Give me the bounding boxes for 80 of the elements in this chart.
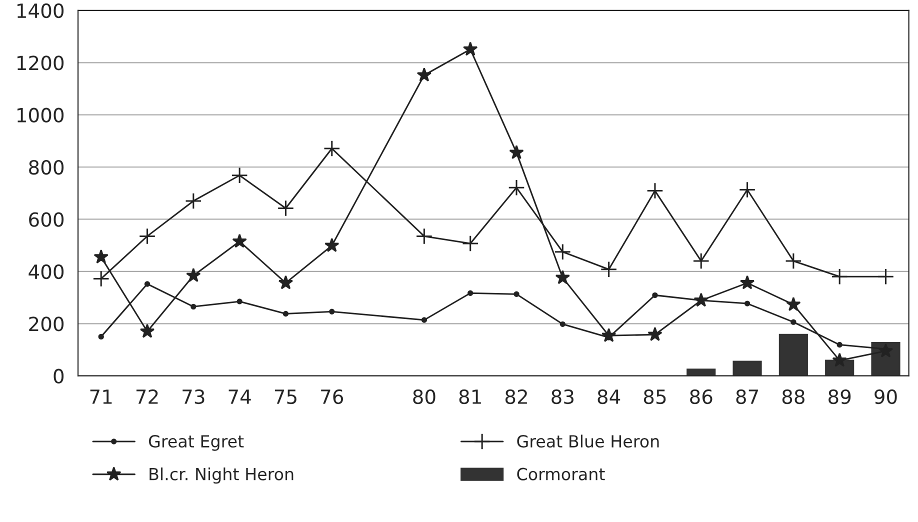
point xyxy=(744,300,750,306)
y-tick-label: 1000 xyxy=(17,108,64,123)
point xyxy=(94,249,108,264)
y-tick-label: 400 xyxy=(28,264,64,280)
x-tick-label: 80 xyxy=(413,389,436,404)
point xyxy=(600,260,618,278)
point xyxy=(692,252,710,270)
x-tick-label: 87 xyxy=(736,389,758,404)
legend-label: Great Blue Heron xyxy=(517,434,659,448)
bar xyxy=(686,368,716,376)
point xyxy=(186,268,201,282)
point xyxy=(421,317,428,323)
point xyxy=(236,298,242,304)
point xyxy=(831,268,848,286)
point xyxy=(740,275,755,290)
x-tick-label: 81 xyxy=(459,389,481,404)
point xyxy=(92,270,110,288)
point xyxy=(277,200,294,217)
point xyxy=(416,228,433,245)
x-tick-label: 82 xyxy=(505,389,527,404)
point xyxy=(323,140,340,157)
point xyxy=(144,281,150,287)
point xyxy=(98,334,104,340)
x-tick-label: 73 xyxy=(182,389,204,404)
legend-label: Bl.cr. Night Heron xyxy=(150,467,294,484)
point xyxy=(785,252,802,270)
x-tick-label: 89 xyxy=(828,389,851,404)
y-tick-label: 1200 xyxy=(17,56,64,70)
point xyxy=(555,270,570,284)
y-tick-label: 0 xyxy=(54,368,64,384)
point xyxy=(278,275,294,290)
legend-label: Great Egret xyxy=(148,434,244,451)
point xyxy=(514,291,520,297)
point xyxy=(508,179,525,196)
point xyxy=(231,166,248,184)
point xyxy=(836,342,842,348)
point xyxy=(509,144,524,160)
y-tick-label: 200 xyxy=(29,316,64,332)
point xyxy=(190,304,196,310)
x-tick-label: 76 xyxy=(321,389,344,404)
x-tick-label: 85 xyxy=(644,389,666,404)
y-tick-label: 600 xyxy=(29,212,64,227)
point xyxy=(832,352,847,367)
y-tick-label: 800 xyxy=(29,160,64,175)
point xyxy=(878,343,894,358)
point xyxy=(694,292,708,307)
point xyxy=(282,310,289,317)
x-tick-label: 88 xyxy=(782,389,804,404)
legend-label: Cormorant xyxy=(517,468,605,480)
x-tick-label: 84 xyxy=(598,389,620,404)
x-tick-label: 75 xyxy=(274,390,296,404)
x-tick-label: 72 xyxy=(136,389,158,404)
point xyxy=(786,296,801,311)
point xyxy=(877,268,894,286)
point xyxy=(140,324,155,338)
point xyxy=(468,290,474,296)
point xyxy=(138,228,156,245)
bar xyxy=(778,334,808,376)
bar xyxy=(732,360,762,376)
y-tick-label: 1400 xyxy=(17,3,64,18)
point xyxy=(601,328,616,342)
point xyxy=(738,181,756,198)
point xyxy=(790,319,796,325)
point xyxy=(648,326,662,341)
x-tick-label: 74 xyxy=(228,390,251,404)
point xyxy=(554,243,572,260)
point xyxy=(560,321,566,328)
point xyxy=(324,238,340,252)
point xyxy=(462,42,478,56)
point xyxy=(652,292,658,298)
point xyxy=(329,308,335,314)
x-tick-label: 83 xyxy=(552,389,574,404)
point xyxy=(416,67,432,82)
point xyxy=(232,234,247,248)
x-tick-label: 86 xyxy=(690,389,712,404)
point xyxy=(646,182,664,200)
point xyxy=(462,235,479,252)
x-tick-label: 90 xyxy=(874,389,897,404)
x-tick-label: 71 xyxy=(90,390,112,404)
point xyxy=(185,192,202,210)
